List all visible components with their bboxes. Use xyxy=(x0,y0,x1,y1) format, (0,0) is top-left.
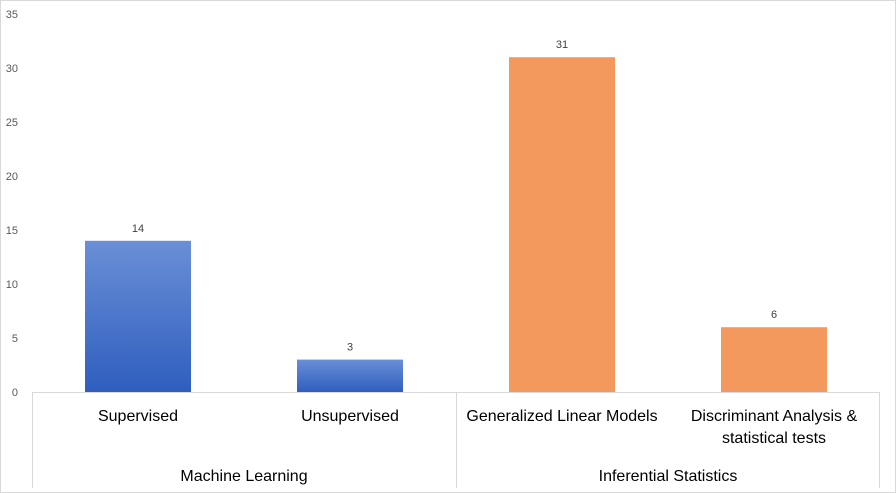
category-label: Generalized Linear Models xyxy=(466,408,657,425)
data-label: 31 xyxy=(556,39,568,51)
category-label: Supervised xyxy=(98,408,178,425)
bars: 14 3 31 6 xyxy=(85,39,827,392)
y-tick-label: 5 xyxy=(12,333,18,345)
data-label: 14 xyxy=(132,223,144,235)
group-label: Machine Learning xyxy=(180,468,307,485)
data-label: 6 xyxy=(771,309,777,321)
category-label: statistical tests xyxy=(722,430,826,447)
y-tick-label: 0 xyxy=(12,387,18,399)
y-tick-label: 25 xyxy=(6,117,18,129)
bar-unsupervised xyxy=(297,359,403,392)
y-tick-label: 15 xyxy=(6,225,18,237)
bar-supervised xyxy=(85,240,191,392)
data-label: 3 xyxy=(347,342,353,354)
y-tick-label: 10 xyxy=(6,279,18,291)
category-label: Unsupervised xyxy=(301,408,399,425)
x-axis: Supervised Unsupervised Generalized Linear… xyxy=(32,392,880,488)
bar-discriminant-analysis-statistical-tests xyxy=(721,327,827,392)
group-label: Inferential Statistics xyxy=(599,468,738,485)
bar-generalized-linear-models xyxy=(509,57,615,392)
y-tick-label: 20 xyxy=(6,171,18,183)
y-tick-label: 30 xyxy=(6,63,18,75)
y-axis: 0 5 10 15 20 25 30 35 xyxy=(6,9,18,399)
category-label: Discriminant Analysis & xyxy=(691,408,858,425)
y-tick-label: 35 xyxy=(6,9,18,21)
